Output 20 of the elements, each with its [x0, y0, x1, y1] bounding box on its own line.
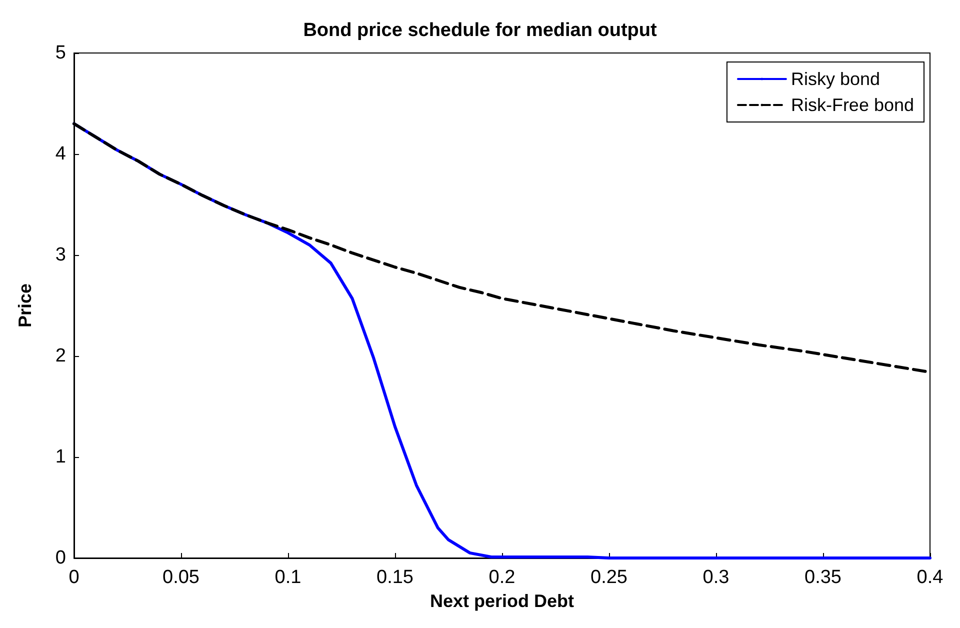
x-tick-label: 0.25: [590, 567, 628, 588]
y-axis-title: Price: [15, 283, 35, 328]
x-axis-title: Next period Debt: [430, 590, 574, 611]
y-tick-label: 5: [55, 42, 66, 64]
y-tick-label: 4: [55, 144, 66, 164]
legend-label: Risky bond: [790, 69, 880, 89]
y-tick-label: 3: [55, 244, 66, 266]
chart-title: Bond price schedule for median output: [303, 20, 658, 41]
x-tick-label: 0.4: [916, 567, 944, 588]
y-tick-label: 2: [55, 346, 66, 366]
x-tick-label: 0.3: [702, 567, 730, 588]
legend-label: Risk-Free bond: [790, 95, 914, 115]
x-tick-label: 0.05: [162, 567, 200, 588]
y-tick-label: 1: [55, 446, 66, 468]
x-tick-label: 0.35: [804, 567, 842, 588]
x-tick-label: 0.2: [488, 567, 516, 588]
y-tick-label: 0: [55, 548, 66, 568]
x-tick-label: 0.1: [274, 567, 302, 588]
x-tick-label: 0.15: [376, 567, 414, 588]
x-tick-label: 0: [68, 567, 80, 588]
